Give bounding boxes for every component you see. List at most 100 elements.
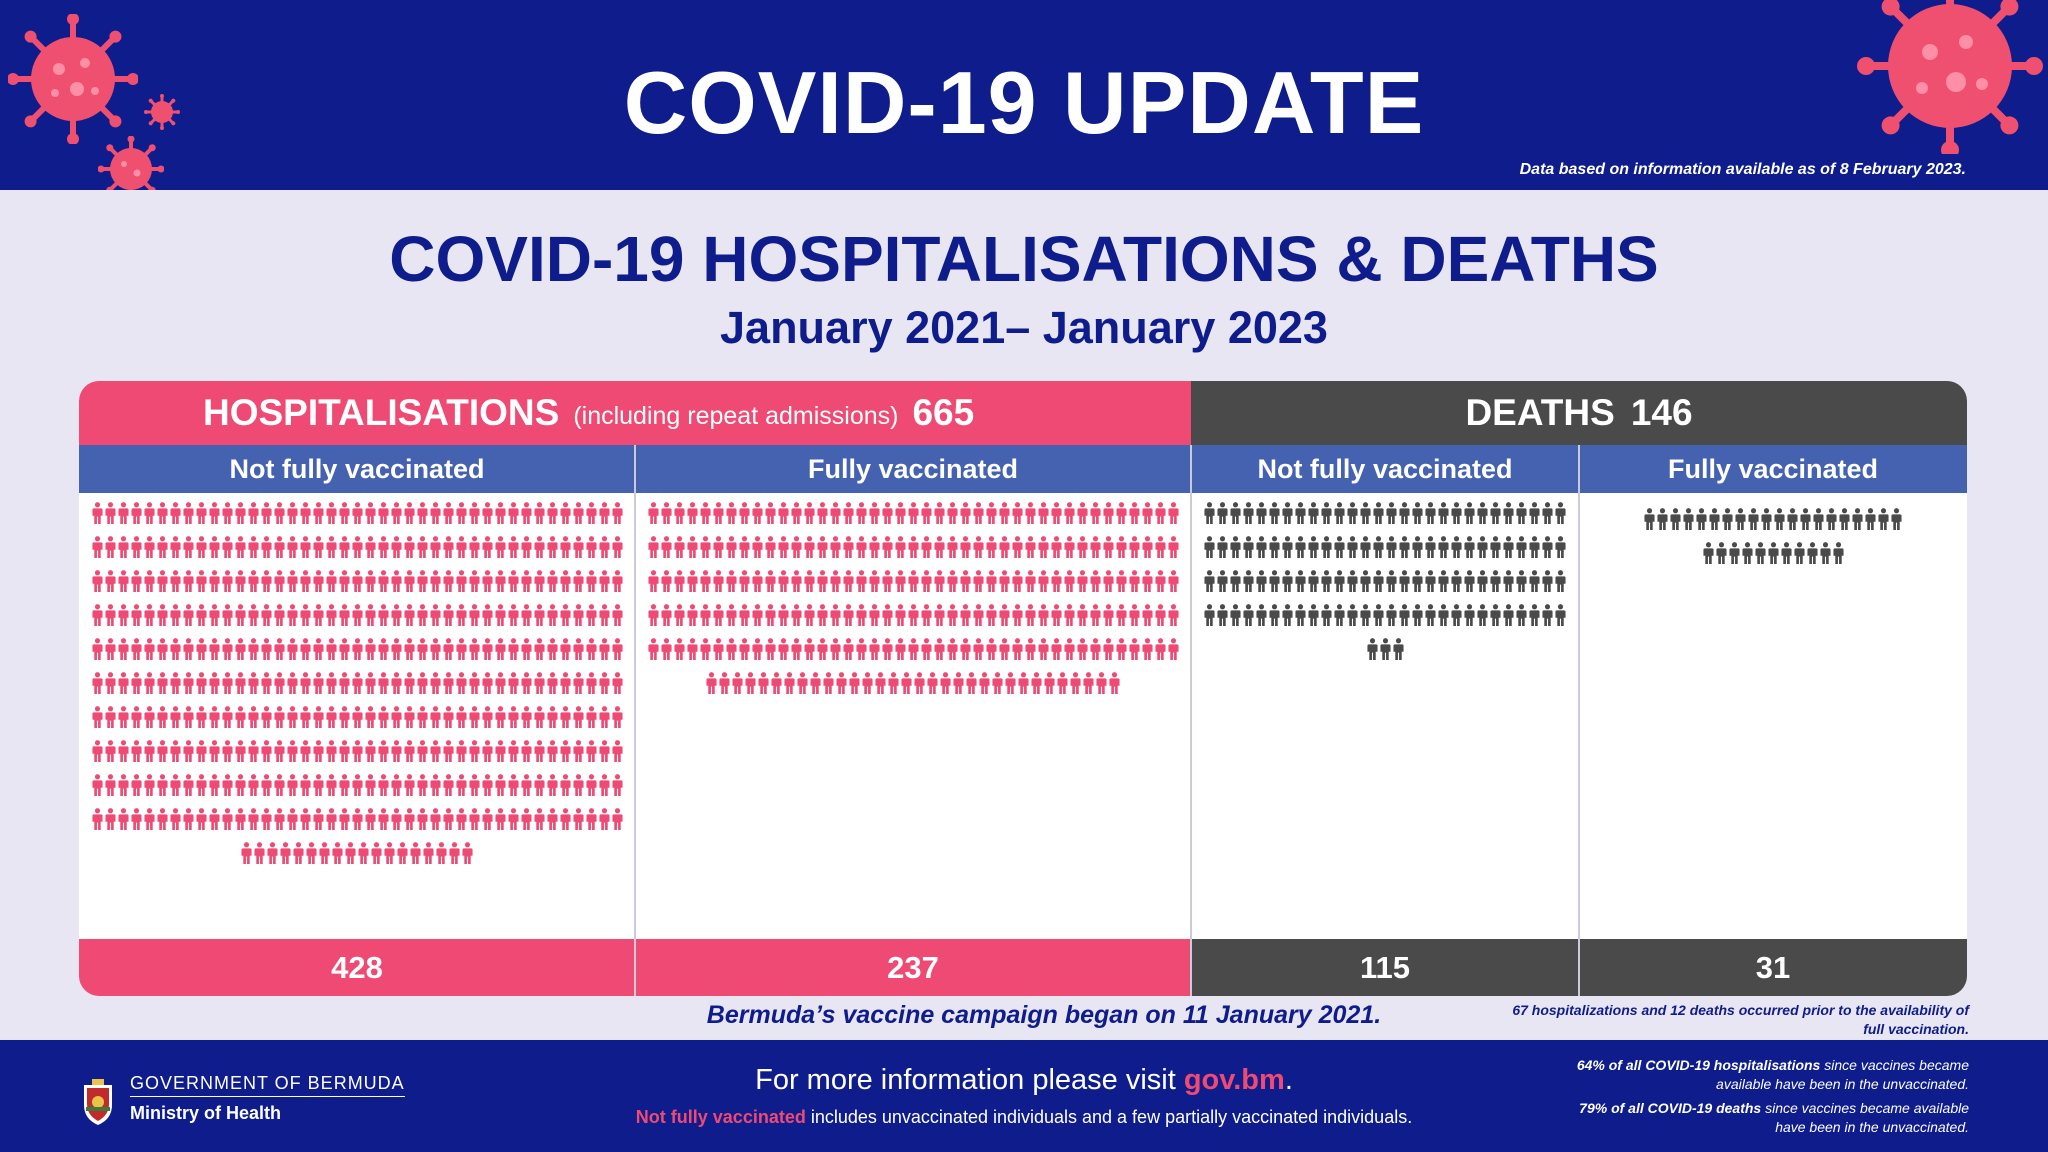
person-icon [533,808,545,830]
person-icon [1096,672,1107,694]
person-icon [273,740,285,762]
person-icon [1360,502,1371,524]
person-icon [1011,604,1023,626]
person-icon [429,536,441,558]
person-icon [959,536,971,558]
person-icon [1516,536,1527,558]
person-icon [1412,570,1423,592]
person-icon [1321,502,1332,524]
person-icon [1761,508,1772,530]
person-icon [725,604,737,626]
person-icon [572,570,584,592]
person-icon [254,842,265,864]
gov-bm-link[interactable]: gov.bm [1183,1064,1285,1096]
person-icon [208,638,220,660]
person-icon [364,570,376,592]
person-icon [1204,502,1215,524]
person-icon [325,536,337,558]
person-icon [1464,502,1475,524]
person-icon [673,638,685,660]
column-divider [1578,445,1580,996]
person-icon [868,638,880,660]
person-icon [143,808,155,830]
person-icon [234,774,246,796]
person-icon [598,502,610,524]
person-icon [494,502,506,524]
person-icon [208,706,220,728]
person-icon [1050,604,1062,626]
person-icon [712,570,724,592]
person-icon [390,570,402,592]
person-icon [1555,570,1566,592]
count-hosp-not-vaccinated: 428 [79,939,635,996]
person-icon [104,638,116,660]
person-icon [1076,604,1088,626]
person-icon [325,740,337,762]
person-icon [416,638,428,660]
person-icon [1728,542,1740,564]
person-icon [559,808,571,830]
person-icon [1063,536,1075,558]
person-icon [507,774,519,796]
column-divider [1190,445,1192,996]
person-icon [390,536,402,558]
person-icon [611,706,623,728]
person-icon [1115,502,1127,524]
person-icon [442,502,454,524]
person-icon [894,502,906,524]
person-icon [572,774,584,796]
person-icon [358,842,369,864]
person-icon [1295,604,1306,626]
person-icon [862,672,873,694]
person-icon [585,502,597,524]
person-icon [894,638,906,660]
person-icon [855,502,867,524]
person-icon [449,842,460,864]
person-icon [660,638,672,660]
person-icon [598,774,610,796]
person-icon [1243,502,1254,524]
person-icon [481,808,493,830]
person-icon [1819,542,1831,564]
person-icon [1386,536,1397,558]
person-icon [777,604,789,626]
person-icon [455,536,467,558]
person-icon [130,706,142,728]
person-icon [972,570,984,592]
person-icon [1282,570,1293,592]
person-icon [325,774,337,796]
person-icon [247,638,259,660]
person-icon [338,672,350,694]
person-icon [1477,536,1488,558]
person-icon [455,672,467,694]
more-info-prefix: For more information please visit [755,1064,1184,1096]
person-icon [1037,604,1049,626]
person-icon [468,740,480,762]
person-icon [156,536,168,558]
person-icon [1217,604,1228,626]
person-icon [1373,502,1384,524]
person-icon [280,842,291,864]
person-icon [1167,570,1179,592]
person-icon [1217,502,1228,524]
person-icon [660,536,672,558]
person-icon [377,536,389,558]
person-icon [325,638,337,660]
person-icon [611,604,623,626]
person-icon [481,502,493,524]
person-icon [364,808,376,830]
person-icon [234,740,246,762]
person-icon [1780,542,1792,564]
person-icon [260,502,272,524]
person-icon [647,638,659,660]
person-icon [660,570,672,592]
person-icon [351,808,363,830]
person-icon [429,604,441,626]
person-icon [875,672,886,694]
person-icon [91,638,103,660]
person-icon [312,536,324,558]
person-icon [803,536,815,558]
person-icon [364,604,376,626]
person-icon [894,536,906,558]
person-icon [914,672,925,694]
